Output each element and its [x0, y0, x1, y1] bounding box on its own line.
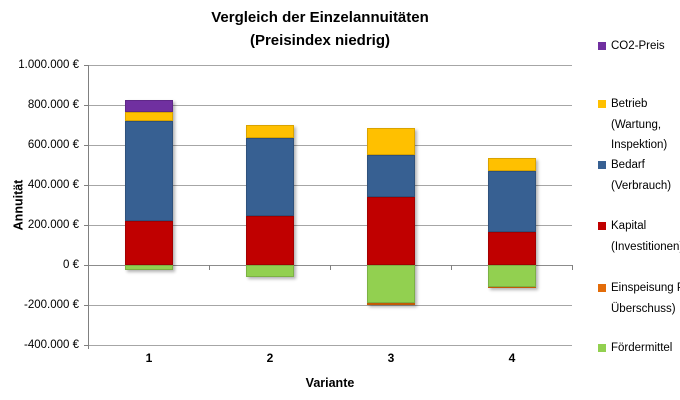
legend-label-line: Kapital [611, 220, 647, 232]
bar-segment-frdermittel [125, 265, 173, 270]
bar-segment-kapital [246, 216, 294, 265]
legend-label-betrieb: Betrieb (Wartung, Inspektion) [611, 94, 667, 156]
bar-segment-co2preis [125, 100, 173, 112]
chart-title: Vergleich der Einzelannuitäten (Preisind… [60, 6, 580, 52]
legend-entry-einspeisung: Einspeisung PV Überschuss) [598, 278, 680, 319]
bar-variante-3 [367, 128, 415, 305]
bar-segment-frdermittel [246, 265, 294, 277]
bar-segment-einspeisung [367, 303, 415, 305]
bar-segment-betrieb [246, 125, 294, 138]
bar-segment-bedarf [246, 138, 294, 216]
legend-swatch-betrieb [598, 100, 606, 108]
y-tick-label: -400.000 € [24, 339, 79, 351]
bar-segment-betrieb [367, 128, 415, 155]
legend-label-co2-preis: CO2-Preis [611, 36, 665, 57]
gridline [88, 305, 572, 306]
bar-segment-kapital [367, 197, 415, 265]
bar-segment-betrieb [125, 112, 173, 121]
bar-variante-2 [246, 125, 294, 277]
legend-label-foerdermittel: Fördermittel [611, 338, 672, 359]
y-axis-tick [84, 345, 88, 346]
legend-swatch-kapital [598, 222, 606, 230]
y-axis-tick [84, 105, 88, 106]
legend-label-line: Einspeisung PV [611, 282, 680, 294]
y-tick-label: 400.000 € [27, 179, 79, 191]
legend-label-einspeisung: Einspeisung PV Überschuss) [611, 278, 680, 319]
y-axis-tick [84, 305, 88, 306]
legend-swatch-einspeisung [598, 284, 606, 292]
bar-segment-bedarf [125, 121, 173, 221]
gridline [88, 65, 572, 66]
bar-segment-bedarf [488, 171, 536, 232]
x-tick-label: 4 [508, 351, 516, 365]
category-axis-tick [88, 265, 89, 270]
legend-label-line: Fördermittel [611, 342, 673, 354]
x-tick-label: 1 [145, 351, 153, 365]
legend-swatch-foerdermittel [598, 344, 606, 352]
legend-entry-betrieb: Betrieb (Wartung, Inspektion) [598, 94, 667, 156]
y-tick-label: 1.000.000 € [18, 59, 79, 71]
legend-label-kapital: Kapital (Investitionen) [611, 216, 680, 257]
legend: CO2-Preis Betrieb (Wartung, Inspektion) Beda… [598, 0, 680, 400]
legend-swatch-bedarf [598, 161, 606, 169]
y-axis-tick [84, 145, 88, 146]
x-tick-label: 2 [266, 351, 274, 365]
category-axis-tick [330, 265, 331, 270]
legend-label-bedarf: Bedarf (Verbrauch) [611, 155, 671, 196]
category-axis-tick [209, 265, 210, 270]
bar-segment-einspeisung [488, 287, 536, 288]
y-axis-tick [84, 185, 88, 186]
bar-segment-kapital [125, 221, 173, 265]
y-tick-label: 200.000 € [27, 219, 79, 231]
gridline [88, 145, 572, 146]
y-axis-tick [84, 265, 88, 266]
bar-variante-4 [488, 158, 536, 288]
legend-label-line: (Wartung, [611, 118, 662, 131]
bar-segment-frdermittel [488, 265, 536, 287]
bar-variante-1 [125, 100, 173, 270]
x-axis-title: Variante [305, 376, 355, 390]
gridline [88, 105, 572, 106]
legend-entry-kapital: Kapital (Investitionen) [598, 216, 680, 257]
bar-segment-betrieb [488, 158, 536, 171]
y-axis-tick [84, 225, 88, 226]
gridline [88, 225, 572, 226]
bar-segment-bedarf [367, 155, 415, 197]
chart-title-line1: Vergleich der Einzelannuitäten [211, 9, 429, 26]
legend-entry-bedarf: Bedarf (Verbrauch) [598, 155, 671, 196]
legend-label-line: Betrieb [611, 98, 648, 110]
y-tick-label: 600.000 € [27, 139, 79, 151]
category-axis-tick [572, 265, 573, 270]
bar-segment-frdermittel [367, 265, 415, 303]
gridline [88, 185, 572, 186]
legend-entry-co2-preis: CO2-Preis [598, 36, 665, 57]
bar-segment-kapital [488, 232, 536, 265]
chart-title-line2: (Preisindex niedrig) [249, 32, 391, 49]
legend-label-line: Bedarf [611, 159, 645, 171]
y-tick-label: 0 € [63, 259, 79, 271]
legend-label-line: (Investitionen) [611, 240, 680, 253]
y-tick-label: 800.000 € [27, 99, 79, 111]
gridline [88, 345, 572, 346]
y-axis-line [88, 65, 89, 349]
y-axis-tick [84, 65, 88, 66]
legend-label-line: Inspektion) [611, 139, 668, 151]
category-axis-tick [451, 265, 452, 270]
legend-entry-foerdermittel: Fördermittel [598, 338, 672, 359]
legend-label-line: Überschuss) [611, 302, 676, 315]
legend-label-line: CO2-Preis [611, 40, 665, 52]
legend-label-line: (Verbrauch) [611, 179, 672, 192]
legend-swatch-co2-preis [598, 42, 606, 50]
x-tick-label: 3 [387, 351, 395, 365]
y-tick-label: -200.000 € [24, 299, 79, 311]
